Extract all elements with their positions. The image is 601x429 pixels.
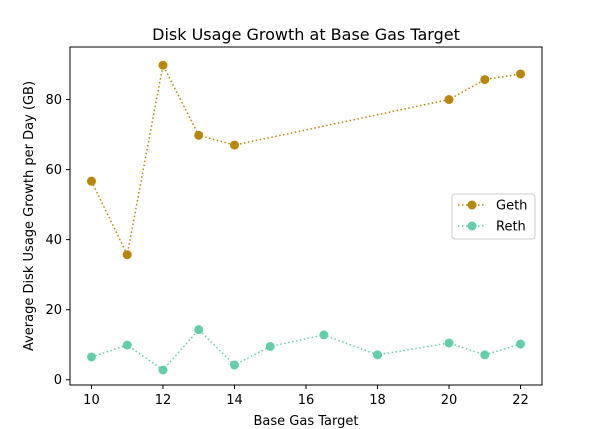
data-point-geth — [444, 95, 454, 105]
data-point-geth — [194, 130, 204, 140]
data-point-geth — [158, 60, 168, 70]
data-point-geth — [229, 140, 239, 150]
y-tick-label: 0 — [54, 373, 62, 388]
data-point-reth — [516, 339, 526, 349]
data-point-reth — [480, 350, 490, 360]
data-point-reth — [86, 352, 96, 362]
chart-title: Disk Usage Growth at Base Gas Target — [152, 25, 460, 44]
data-point-reth — [265, 341, 275, 351]
y-axis-label: Average Disk Usage Growth per Day (GB) — [22, 81, 37, 351]
x-tick-label: 12 — [155, 393, 172, 408]
x-axis: 10 12 14 16 18 20 22 — [83, 385, 529, 408]
data-point-reth — [444, 338, 454, 348]
x-tick-label: 10 — [83, 393, 100, 408]
data-point-reth — [194, 325, 204, 335]
plot-series — [86, 60, 526, 375]
data-point-reth — [373, 350, 383, 360]
legend-marker-reth — [467, 221, 477, 231]
x-tick-label: 14 — [226, 393, 243, 408]
y-tick-label: 80 — [45, 93, 62, 108]
x-tick-label: 22 — [512, 393, 529, 408]
data-point-geth — [122, 250, 132, 260]
y-tick-label: 40 — [45, 233, 62, 248]
legend: Geth Reth — [451, 193, 536, 240]
data-point-geth — [86, 176, 96, 186]
data-point-reth — [229, 360, 239, 370]
legend-label-geth: Geth — [496, 199, 527, 214]
data-point-geth — [480, 75, 490, 85]
legend-label-reth: Reth — [496, 220, 526, 235]
y-tick-label: 20 — [45, 303, 62, 318]
series-line-reth — [91, 328, 521, 371]
data-point-reth — [122, 340, 132, 350]
y-tick-label: 60 — [45, 163, 62, 178]
x-tick-label: 18 — [369, 393, 386, 408]
x-tick-label: 16 — [298, 393, 315, 408]
data-point-reth — [158, 365, 168, 375]
data-point-geth — [516, 69, 526, 79]
y-axis: 0 20 40 60 80 — [45, 93, 70, 388]
x-axis-label: Base Gas Target — [254, 414, 359, 429]
legend-marker-geth — [467, 200, 477, 210]
x-tick-label: 20 — [441, 393, 458, 408]
data-point-reth — [319, 330, 329, 340]
